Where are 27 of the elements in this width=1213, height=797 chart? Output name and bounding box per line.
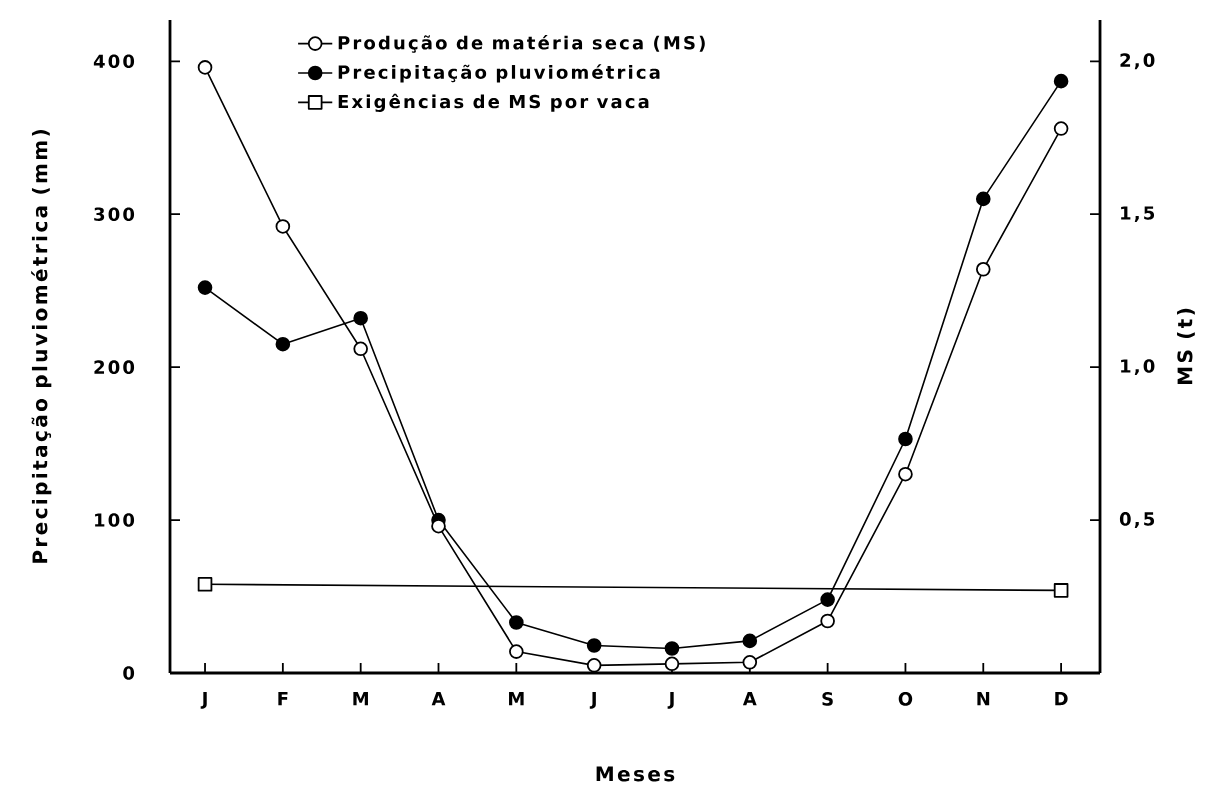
y2-tick-label: 2,0 <box>1120 53 1155 70</box>
legend-label: Produção de matéria seca (MS) <box>338 34 705 53</box>
x-axis-title: Meses <box>596 766 675 782</box>
y-tick-label: 0 <box>123 666 135 680</box>
y-tick-label: 200 <box>94 360 135 374</box>
x-tick-label: A <box>742 692 757 706</box>
x-tick-label: J <box>589 692 596 709</box>
y-tick-label: 300 <box>94 207 135 222</box>
y-tick-label: 100 <box>95 513 135 527</box>
legend-label: Precipitação pluviométrica <box>338 64 660 83</box>
x-tick-label: J <box>667 692 674 709</box>
x-tick-label: J <box>200 692 207 709</box>
x-tick-label: N <box>977 692 990 706</box>
y2-tick-label: 1,0 <box>1121 359 1155 376</box>
y2-tick-label: 1,5 <box>1121 206 1155 223</box>
x-tick-label: F <box>278 692 288 706</box>
x-tick-label: A <box>431 692 446 706</box>
y2-axis-title: MS (t) <box>1177 308 1195 384</box>
x-tick-label: D <box>1055 692 1068 706</box>
x-tick-label: S <box>822 692 833 706</box>
x-tick-label: M <box>509 692 524 706</box>
legend-label: Exigências de MS por vaca <box>338 93 649 112</box>
x-tick-label: O <box>898 692 913 706</box>
x-tick-label: M <box>353 692 368 706</box>
y2-tick-label: 0,5 <box>1119 512 1155 529</box>
y-tick-label: 400 <box>93 54 135 69</box>
y-axis-title: Precipitação pluviométrica (mm) <box>31 130 52 563</box>
